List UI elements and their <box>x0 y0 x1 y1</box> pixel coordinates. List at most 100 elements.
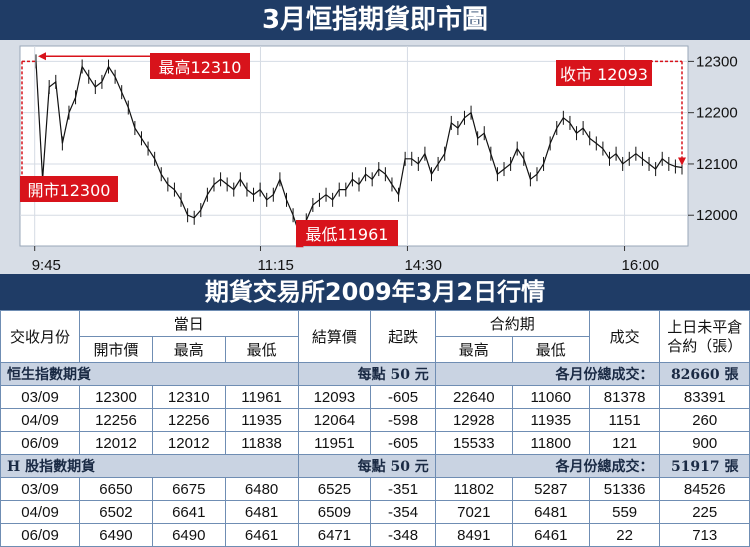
close-arrow <box>678 157 686 166</box>
section-unit: 每點 50 元 <box>297 454 436 478</box>
table-row: 03/09 12300 12310 11961 12093 -605 22640 11060 8… <box>0 385 750 409</box>
callout-open-text: 開市12300 <box>28 181 111 200</box>
table-cell: 713 <box>659 523 750 547</box>
section-row: H 股指數期貨 每點 50 元各月份總成交： 51917 張 <box>0 454 750 478</box>
table-cell: 81378 <box>588 385 661 409</box>
table-cell: 04/09 <box>0 500 81 524</box>
table-cell: 559 <box>588 500 661 524</box>
header-contract-high: 最高 <box>434 336 513 363</box>
table-cell: 6509 <box>297 500 372 524</box>
table-cell: -605 <box>370 385 436 409</box>
table-cell: 11935 <box>511 408 590 432</box>
high-arrow <box>38 52 46 61</box>
header-change: 起跌 <box>370 310 436 363</box>
callout-high-text: 最高12310 <box>159 58 242 77</box>
table-title: 期貨交易所2009年3月2日行情 <box>204 278 546 306</box>
table-cell: 6481 <box>224 500 299 524</box>
callout-open-box <box>20 176 118 202</box>
table-cell: 6641 <box>151 500 226 524</box>
table-cell: 15533 <box>434 431 513 455</box>
section-total-label: 各月份總成交： <box>434 454 661 478</box>
table-cell: 6481 <box>511 500 590 524</box>
header-settle: 結算價 <box>297 310 372 363</box>
table-cell: 22 <box>588 523 661 547</box>
header-month: 交收月份 <box>0 310 81 363</box>
table-body: 恒生指數期貨 每點 50 元各月份總成交： 82660 張 03/09 12300 123… <box>0 362 750 547</box>
callout-low-box <box>296 220 398 246</box>
table-cell: 22640 <box>434 385 513 409</box>
y-tick-label: 12300 <box>696 53 738 70</box>
table-cell: 6471 <box>297 523 372 547</box>
table-cell: 12012 <box>151 431 226 455</box>
table-cell: 6490 <box>151 523 226 547</box>
table-row: 04/09 6502 6641 6481 6509 -354 7021 6481 559 225 <box>0 500 750 524</box>
table-cell: 12012 <box>79 431 153 455</box>
header-oi-line2: 合約（張） <box>667 337 743 355</box>
table-cell: 51336 <box>588 477 661 501</box>
table-cell: 12093 <box>297 385 372 409</box>
table-cell: 6525 <box>297 477 372 501</box>
table-cell: 6502 <box>79 500 153 524</box>
section-row: 恒生指數期貨 每點 50 元各月份總成交： 82660 張 <box>0 362 750 386</box>
table-cell: 7021 <box>434 500 513 524</box>
table-cell: 83391 <box>659 385 750 409</box>
section-total-label: 各月份總成交： <box>434 362 661 386</box>
y-tick-label: 12200 <box>696 105 738 122</box>
table-cell: 11060 <box>511 385 590 409</box>
header-volume: 成交 <box>588 310 661 363</box>
table-cell: 11951 <box>297 431 372 455</box>
callouts: 最高12310 收市 12093 開市12300 最低11961 <box>20 52 686 248</box>
y-axis-ticks: 12000 12100 12200 12300 <box>688 53 738 224</box>
table-cell: 11961 <box>224 385 299 409</box>
x-tick-label: 16:00 <box>622 257 660 274</box>
header-day: 當日 <box>79 310 299 337</box>
table-cell: 8491 <box>434 523 513 547</box>
table-cell: 11802 <box>434 477 513 501</box>
table-cell: 6675 <box>151 477 226 501</box>
table-row: 06/09 12012 12012 11838 11951 -605 15533 11800 1… <box>0 431 750 455</box>
price-line <box>35 61 683 237</box>
header-contract: 合約期 <box>434 310 590 337</box>
header-contract-low: 最低 <box>511 336 590 363</box>
header-oi-line1: 上日未平倉 <box>667 318 743 336</box>
table-title-band <box>0 274 750 310</box>
title-band <box>0 0 750 40</box>
header-low: 最低 <box>224 336 299 363</box>
table-cell: -598 <box>370 408 436 432</box>
table-cell: 12064 <box>297 408 372 432</box>
table-cell: 11935 <box>224 408 299 432</box>
table-cell: 11800 <box>511 431 590 455</box>
table-cell: 06/09 <box>0 431 81 455</box>
table-cell: 12928 <box>434 408 513 432</box>
table-row: 03/09 6650 6675 6480 6525 -351 11802 5287 51336 8… <box>0 477 750 501</box>
table-cell: -351 <box>370 477 436 501</box>
header-high: 最高 <box>151 336 226 363</box>
table-cell: 6650 <box>79 477 153 501</box>
x-tick-label: 9:45 <box>32 257 61 274</box>
table-cell: -605 <box>370 431 436 455</box>
table-cell: 12256 <box>151 408 226 432</box>
intraday-chart: 12000 12100 12200 12300 9:45 11:15 14:30 16:00… <box>19 45 738 274</box>
table-cell: -348 <box>370 523 436 547</box>
table-row: 04/09 12256 12256 11935 12064 -598 12928 11935 1… <box>0 408 750 432</box>
table-cell: 260 <box>659 408 750 432</box>
chart-title: 3月恒指期貨即市圖 <box>261 5 489 35</box>
table-row: 06/09 6490 6490 6461 6471 -348 8491 6461 22 713 <box>0 523 750 547</box>
section-unit: 每點 50 元 <box>297 362 436 386</box>
table-cell: 11838 <box>224 431 299 455</box>
section-total: 82660 張 <box>659 362 750 386</box>
table-cell: 12256 <box>79 408 153 432</box>
header-open-interest: 上日未平倉 合約（張） <box>659 310 750 363</box>
y-tick-label: 12000 <box>696 207 738 224</box>
callout-low-text: 最低11961 <box>306 225 389 244</box>
quote-table: 交收月份 當日 結算價 起跌 合約期 成交 上日未平倉 合約（張） 開市價 最高… <box>0 310 750 547</box>
table-cell: 1151 <box>588 408 661 432</box>
table-cell: 12300 <box>79 385 153 409</box>
table-cell: 5287 <box>511 477 590 501</box>
table-cell: 84526 <box>659 477 750 501</box>
section-total: 51917 張 <box>659 454 750 478</box>
x-tick-label: 14:30 <box>404 257 442 274</box>
table-cell: 6461 <box>511 523 590 547</box>
table-cell: 121 <box>588 431 661 455</box>
table-cell: 6480 <box>224 477 299 501</box>
